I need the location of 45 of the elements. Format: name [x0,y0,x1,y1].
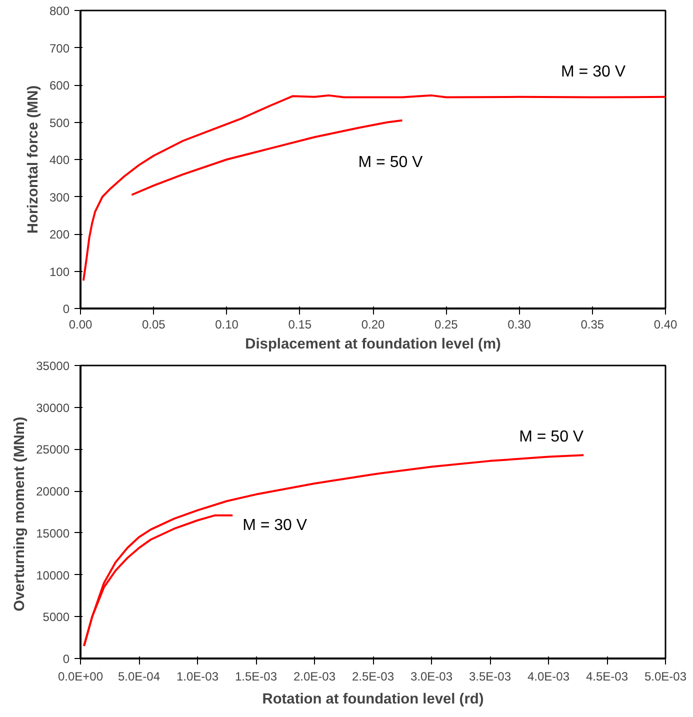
series-label: M = 30 V [242,516,308,534]
x-tick-label: 0.05 [142,318,166,332]
x-tick-label: 0.30 [508,318,532,332]
x-tick-label: 0.25 [434,318,458,332]
x-tick-label: 0.15 [288,318,312,332]
series-label: M = 50 V [519,428,584,446]
y-tick-label: 30000 [36,400,70,415]
x-tick-label: 4.5E-03 [586,670,628,684]
x-tick-label: 0.35 [580,318,604,332]
x-tick-label: 5.0E-04 [118,670,160,684]
y-tick-label: 100 [49,264,70,279]
y-tick-label: 20000 [36,484,70,499]
x-tick-label: 0.10 [215,318,239,332]
x-tick-label: 1.5E-03 [234,670,278,684]
x-tick-label: 0.0E+00 [58,670,104,684]
x-tick-label: 0.00 [68,318,93,332]
x-tick-label: 3.5E-03 [468,670,512,684]
x-axis-title: Displacement at foundation level (m) [245,336,501,352]
y-tick-label: 600 [49,78,70,92]
x-tick-label: 1.0E-03 [176,670,219,684]
y-tick-label: 35000 [36,359,70,373]
y-axis-title: Horizontal force (MN) [25,85,42,234]
x-tick-label: 4.0E-03 [527,670,570,684]
x-tick-label: 2.0E-03 [293,670,336,684]
series-label: M = 30 V [561,63,626,80]
y-tick-label: 15000 [36,526,70,540]
x-tick-label: 0.40 [654,318,678,332]
x-tick-label: 5.0E-03 [644,670,687,684]
y-tick-label: 25000 [36,442,70,457]
y-tick-label: 5000 [42,610,70,624]
x-tick-label: 0.20 [361,318,386,332]
y-tick-label: 700 [49,41,70,56]
x-axis-title: Rotation at foundation level (rd) [262,692,484,708]
y-tick-label: 400 [49,153,70,167]
y-axis-title: Overturning moment (MNm) [12,416,28,612]
series-label: M = 50 V [358,154,424,171]
y-tick-label: 0 [62,652,70,666]
x-tick-label: 3.0E-03 [410,670,453,684]
y-tick-label: 500 [49,116,70,130]
y-tick-label: 300 [49,190,70,204]
y-tick-label: 10000 [36,568,70,582]
y-tick-label: 0 [62,302,70,316]
y-tick-label: 200 [49,228,70,242]
x-tick-label: 2.5E-03 [352,670,394,684]
y-tick-label: 800 [49,4,70,18]
